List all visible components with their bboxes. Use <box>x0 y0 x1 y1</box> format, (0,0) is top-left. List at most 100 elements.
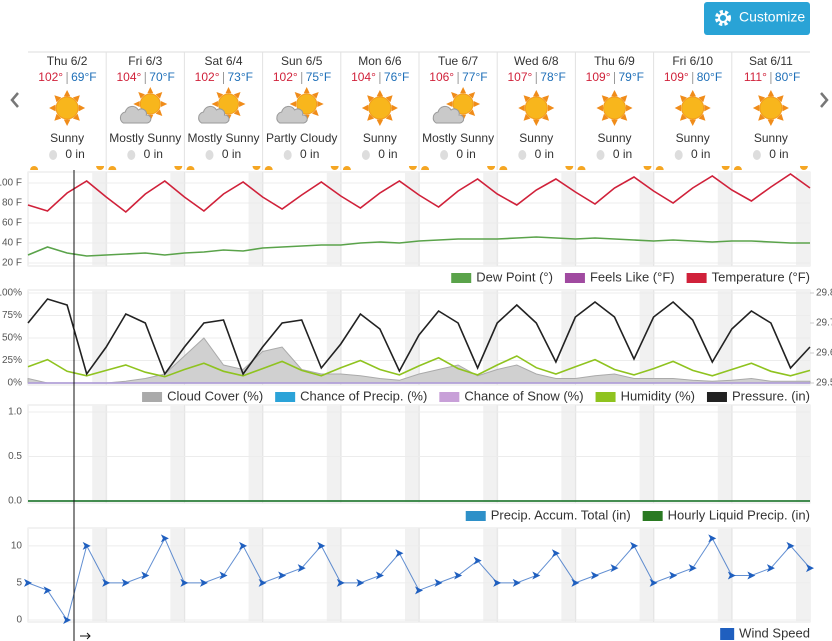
sun-ray <box>620 113 628 121</box>
sun-ray <box>542 113 550 121</box>
sun-ray <box>317 100 324 108</box>
sun-ray <box>704 104 711 112</box>
drop-icon <box>283 150 292 160</box>
night-band <box>92 405 108 503</box>
legend-swatch <box>686 273 707 283</box>
legend-swatch <box>451 273 472 283</box>
sun-ray <box>776 95 784 103</box>
cloud <box>119 105 152 124</box>
legend-label: Temperature (°F) <box>712 269 810 284</box>
button-bg[interactable] <box>704 2 810 35</box>
day-high: 102° <box>38 70 63 84</box>
day-low: 77°F <box>462 70 487 84</box>
precip: 0 in <box>222 147 241 161</box>
wind-arrow <box>63 616 72 624</box>
button-label[interactable]: Customize <box>739 9 805 25</box>
sunrise-icon <box>499 166 508 170</box>
legend-label: Feels Like (°F) <box>590 269 675 284</box>
day-high: 104° <box>351 70 376 84</box>
day-column: Wed 6/8 107° 78°F Sunny 0 in <box>496 52 574 170</box>
sun-disc <box>759 96 783 120</box>
sun-ray <box>54 113 62 121</box>
night-band <box>92 528 108 622</box>
y2-tick-label: 29.6 <box>816 348 832 359</box>
legend-label: Chance of Precip. (%) <box>300 388 427 403</box>
wind-arrow <box>336 578 345 587</box>
legend-swatch <box>564 273 585 283</box>
legend-swatch <box>439 392 460 402</box>
wind-arrow <box>708 534 717 543</box>
sun-ray <box>138 91 145 99</box>
sun-disc <box>218 93 239 115</box>
day-column: Mon 6/6 104° 76°F Sunny 0 in <box>340 52 417 170</box>
sunrise-icon <box>655 166 664 170</box>
wind-arrow <box>199 578 208 587</box>
condition: Mostly Sunny <box>422 131 494 145</box>
sun-ray <box>155 91 163 99</box>
y-tick-label: 0 <box>16 615 22 626</box>
sun-ray <box>367 113 375 121</box>
sunset-icon <box>643 166 652 170</box>
sun-ray <box>155 109 163 117</box>
night-band <box>405 528 420 622</box>
wind-arrow <box>297 564 306 573</box>
gear-icon-inner[interactable] <box>718 13 728 23</box>
legend-label: Cloud Cover (%) <box>167 388 263 403</box>
sun-ray <box>72 113 80 121</box>
y-tick-label: 60 F <box>2 218 22 229</box>
y-tick-label: 80 F <box>2 198 22 209</box>
day-high: 107° <box>507 70 532 84</box>
sun-ray <box>312 109 319 117</box>
condition: Partly Cloudy <box>266 131 337 145</box>
day-high: 109° <box>586 70 611 84</box>
condition: Sunny <box>519 131 553 145</box>
customize-button[interactable]: Customize <box>704 2 810 35</box>
sun-disc <box>296 93 318 115</box>
sun-ray <box>451 91 458 99</box>
day-low: 75°F <box>306 70 331 84</box>
y-tick-label: 50% <box>2 333 22 344</box>
wind-arrow <box>141 571 150 580</box>
sun-ray <box>601 95 609 103</box>
cloud <box>432 105 465 124</box>
wind-arrow <box>317 541 326 550</box>
sun-ray <box>133 100 140 108</box>
wind-arrow <box>219 571 228 580</box>
sun-ray <box>54 95 62 103</box>
legend-label: Hourly Liquid Precip. (in) <box>668 507 810 522</box>
wind-arrow <box>551 549 560 558</box>
sun-ray <box>601 113 609 121</box>
day-column: Fri 6/3 104° 70°F Mostly Sunny 0 in <box>105 52 183 170</box>
night-band <box>248 405 264 503</box>
sunrise-icon <box>421 166 430 170</box>
night-band <box>717 528 733 622</box>
wind-arrow <box>102 578 111 587</box>
wind-arrow <box>590 571 599 580</box>
sun-ray <box>620 95 628 103</box>
y-tick-label: 75% <box>2 310 22 321</box>
legend-label: Dew Point (°) <box>476 269 553 284</box>
wind-arrow <box>630 541 639 550</box>
day-high: 102° <box>195 70 220 84</box>
y-tick-label: 5 <box>16 578 22 589</box>
next-arrow[interactable] <box>820 92 829 108</box>
day-label: Fri 6/10 <box>672 54 713 68</box>
sun-ray <box>63 90 71 97</box>
sun-ray <box>78 104 86 112</box>
night-band <box>561 172 577 266</box>
day-low: 69°F <box>71 70 96 84</box>
sun-ray <box>523 113 531 121</box>
precip: 0 in <box>691 147 710 161</box>
prev-arrow[interactable] <box>10 92 19 108</box>
gear-icon[interactable] <box>715 10 731 26</box>
wind-arrow <box>571 578 580 587</box>
day-column: Sat 6/4 102° 73°F Mostly Sunny 0 in <box>183 52 261 170</box>
sun-ray <box>767 90 775 97</box>
sun-ray <box>532 119 540 126</box>
day-high: 109° <box>664 70 689 84</box>
drop-icon <box>49 150 58 160</box>
legend-swatch <box>275 392 296 402</box>
night-band <box>170 405 186 503</box>
